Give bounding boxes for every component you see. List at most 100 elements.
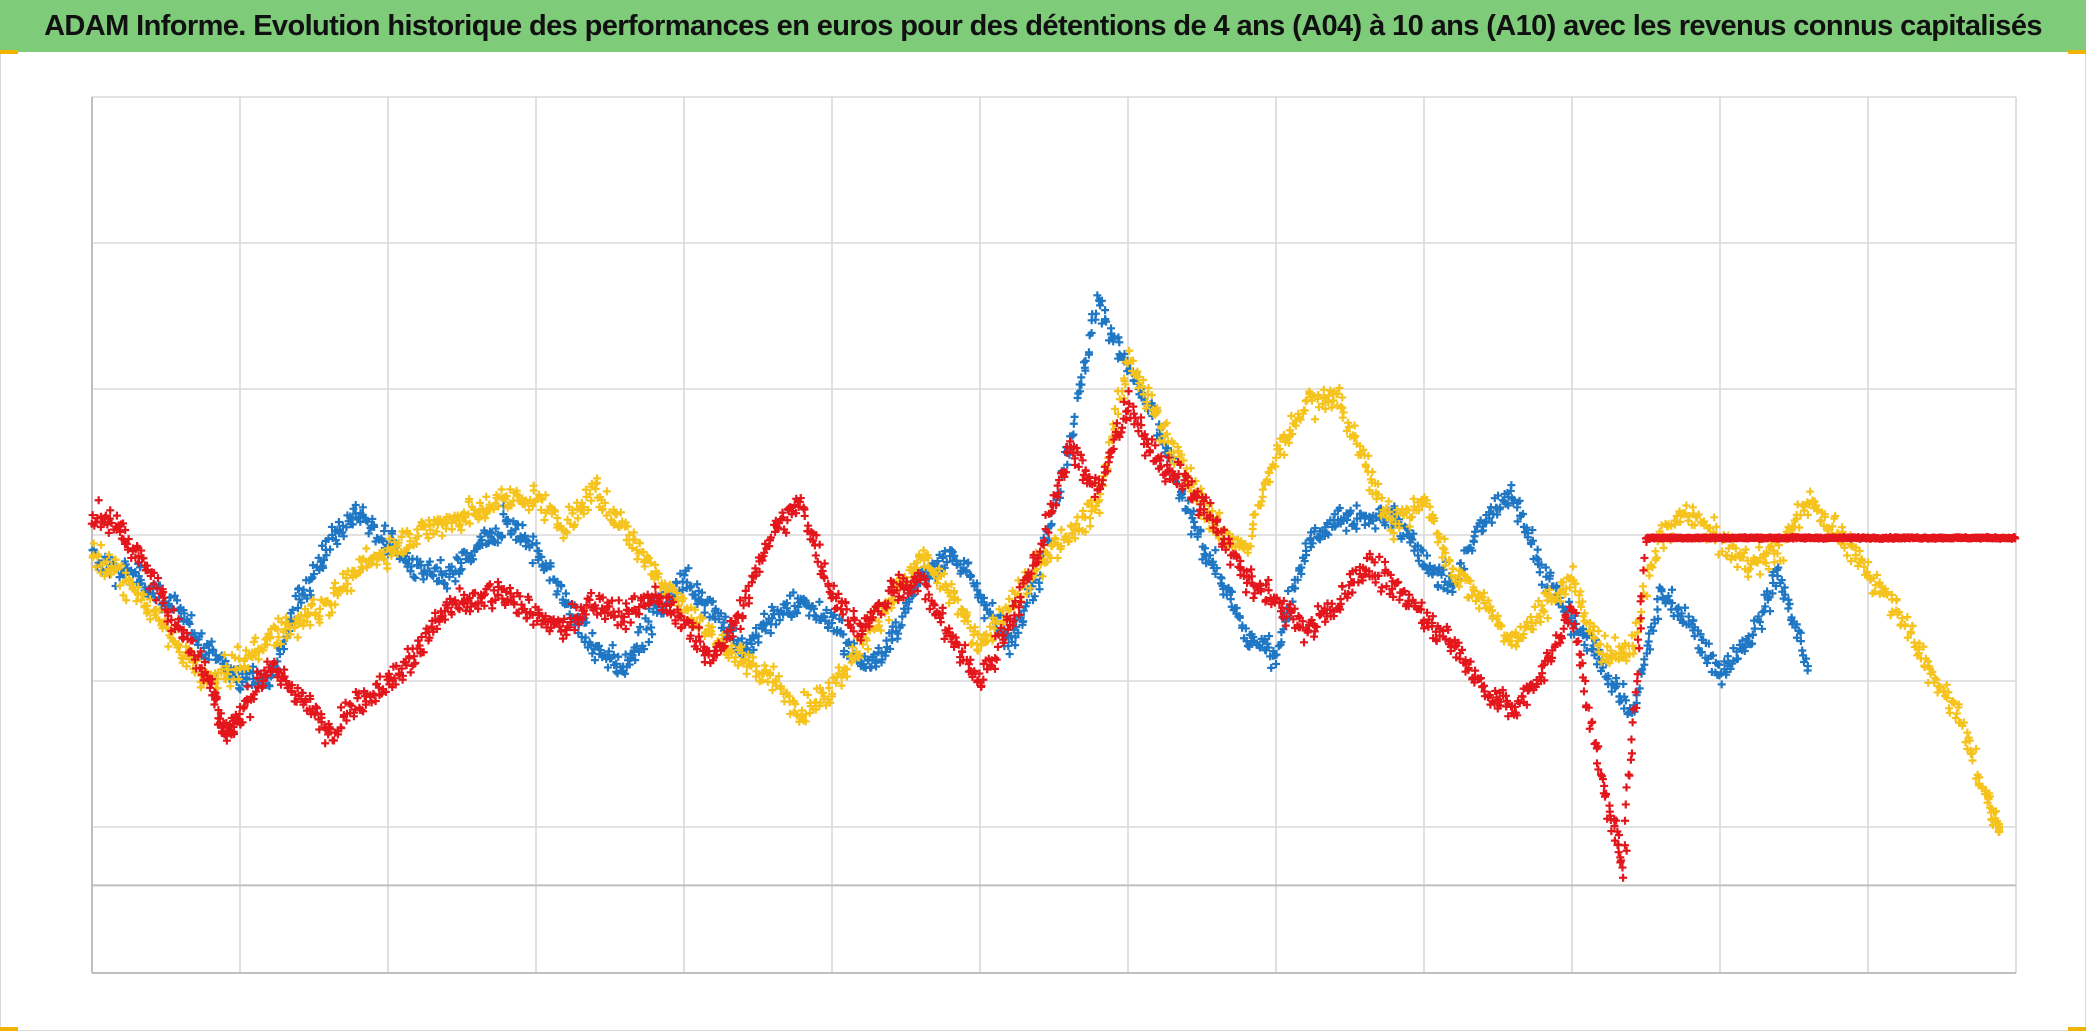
data-point [610, 611, 619, 620]
data-point [1069, 419, 1078, 428]
data-point [731, 618, 740, 627]
data-point [557, 627, 566, 636]
data-point [1915, 639, 1924, 648]
data-point [559, 534, 568, 543]
data-point [1951, 713, 1960, 722]
data-point [942, 558, 951, 567]
data-point [1645, 645, 1654, 654]
data-point [1718, 547, 1726, 556]
data-point [1226, 595, 1235, 604]
data-point [1248, 525, 1257, 534]
data-point [1213, 515, 1222, 524]
data-point [293, 633, 302, 642]
data-point [1345, 423, 1354, 432]
data-point [963, 617, 972, 626]
data-point [1369, 516, 1378, 525]
data-point [1303, 628, 1312, 637]
data-point [1295, 414, 1304, 423]
data-point [563, 515, 572, 524]
data-point [1631, 688, 1640, 697]
data-point [1515, 496, 1524, 505]
data-point [480, 590, 489, 599]
data-point [546, 562, 555, 571]
data-point [460, 512, 469, 521]
data-point [749, 645, 758, 654]
data-point [630, 592, 639, 601]
data-point [401, 658, 410, 667]
data-point [1327, 403, 1336, 412]
data-point [1054, 489, 1063, 498]
data-point [1026, 584, 1035, 593]
data-point [299, 621, 308, 630]
data-point [1248, 531, 1257, 540]
data-point [1243, 548, 1252, 557]
data-point [1113, 409, 1122, 418]
data-point [801, 710, 810, 719]
data-point [1279, 596, 1288, 605]
data-point [1408, 535, 1417, 544]
data-point [1176, 460, 1185, 469]
data-point [1425, 502, 1434, 511]
data-point [1438, 553, 1447, 562]
data-point [1211, 546, 1220, 555]
data-point [1620, 841, 1629, 850]
data-point [1796, 511, 1805, 520]
data-point [1178, 493, 1187, 502]
data-point [1496, 503, 1505, 512]
data-point [353, 694, 362, 703]
data-point [1768, 589, 1777, 598]
data-point [411, 573, 420, 582]
data-point [1635, 644, 1644, 653]
data-point [263, 657, 272, 666]
data-point [374, 683, 383, 692]
data-point [1129, 409, 1138, 418]
data-point [336, 723, 345, 732]
data-point [129, 568, 138, 577]
data-point [962, 608, 971, 617]
data-point [635, 538, 644, 547]
data-point [1494, 491, 1503, 500]
data-point [357, 555, 366, 564]
data-point [404, 543, 413, 552]
data-point [1293, 575, 1302, 584]
data-point [822, 605, 831, 614]
data-point [1005, 650, 1014, 659]
data-point [1162, 418, 1171, 427]
data-point [1260, 634, 1269, 643]
data-point [894, 570, 903, 579]
data-point [614, 652, 623, 661]
data-point [1593, 759, 1602, 768]
data-point [1350, 520, 1359, 529]
data-point [1619, 679, 1628, 688]
data-point [698, 614, 707, 623]
data-point [1205, 511, 1214, 520]
data-point [766, 629, 775, 638]
data-point [1624, 770, 1633, 779]
data-point [1627, 735, 1636, 744]
data-point [1120, 377, 1129, 386]
data-point [1335, 503, 1344, 512]
data-point [1764, 565, 1773, 574]
data-point [1712, 522, 1721, 531]
data-point [97, 541, 106, 550]
data-point [766, 533, 775, 542]
data-point [1265, 477, 1274, 486]
data-point [940, 634, 949, 643]
data-point [1437, 570, 1446, 579]
data-point [456, 566, 465, 575]
data-point [927, 596, 936, 605]
data-point [196, 683, 205, 692]
data-point [1260, 480, 1269, 489]
data-point [1242, 567, 1251, 576]
data-point [1559, 624, 1568, 633]
data-point [1344, 590, 1353, 599]
data-point [603, 663, 612, 672]
data-point [1134, 427, 1143, 436]
data-point [119, 591, 128, 600]
data-point [1380, 557, 1389, 566]
data-point [1034, 553, 1043, 562]
data-point [664, 592, 673, 601]
data-point [988, 636, 997, 645]
data-point [1011, 641, 1020, 650]
data-point [139, 590, 148, 599]
